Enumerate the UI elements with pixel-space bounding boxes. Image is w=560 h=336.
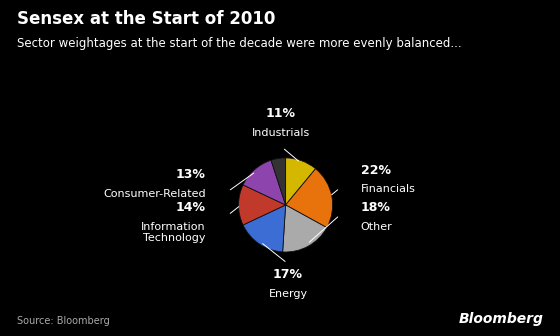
Text: 11%: 11% — [266, 107, 296, 120]
Text: Information
Technology: Information Technology — [141, 222, 206, 243]
Wedge shape — [286, 169, 333, 227]
Wedge shape — [271, 158, 286, 205]
Text: 17%: 17% — [273, 268, 303, 281]
Text: 18%: 18% — [361, 201, 391, 214]
Wedge shape — [283, 205, 327, 252]
Wedge shape — [286, 158, 316, 205]
Wedge shape — [239, 185, 286, 225]
Wedge shape — [243, 205, 286, 252]
Text: 22%: 22% — [361, 164, 391, 177]
Text: 14%: 14% — [176, 201, 206, 214]
Wedge shape — [243, 160, 286, 205]
Text: Financials: Financials — [361, 184, 416, 194]
Text: 13%: 13% — [176, 168, 206, 181]
Text: Other: Other — [361, 222, 393, 232]
Text: Industrials: Industrials — [252, 128, 310, 138]
Text: Source: Bloomberg: Source: Bloomberg — [17, 316, 110, 326]
Text: Sector weightages at the start of the decade were more evenly balanced...: Sector weightages at the start of the de… — [17, 37, 461, 50]
Text: Bloomberg: Bloomberg — [458, 312, 543, 326]
Text: Consumer-Related: Consumer-Related — [103, 189, 206, 199]
Text: Energy: Energy — [268, 289, 307, 299]
Text: Sensex at the Start of 2010: Sensex at the Start of 2010 — [17, 10, 275, 28]
